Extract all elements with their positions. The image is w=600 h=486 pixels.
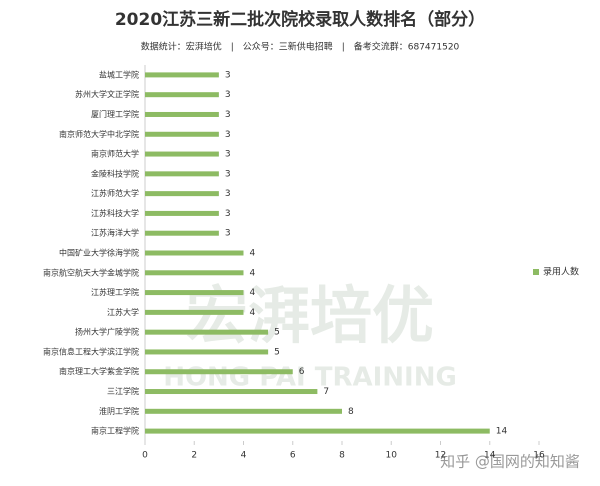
y-tick-label: 中国矿业大学徐海学院: [59, 248, 139, 258]
bar: [145, 92, 219, 98]
y-tick-label: 南京理工大学紫金学院: [59, 366, 139, 376]
value-label: 3: [225, 169, 231, 179]
bar: [145, 72, 219, 78]
bar: [145, 111, 219, 117]
y-tick-label: 江苏海洋大学: [91, 228, 139, 238]
y-tick-label: 南京师范大学: [91, 149, 139, 159]
x-tick-label: 14: [484, 451, 496, 461]
y-tick-label: 扬州大学广陵学院: [75, 327, 139, 337]
bar: [145, 329, 269, 335]
watermark: 知乎 @国网的知知酱: [440, 453, 580, 471]
chart-title: 2020江苏三新二批次院校录取人数排名（部分）: [115, 9, 485, 30]
y-tick-label: 江苏师范大学: [91, 188, 139, 198]
y-tick-label: 金陵科技学院: [91, 168, 139, 178]
value-label: 4: [250, 268, 256, 278]
y-tick-label: 南京工程学院: [91, 426, 139, 436]
bar: [145, 290, 244, 296]
y-tick-label: 三江学院: [107, 386, 139, 396]
watermark: 宏湃培优: [186, 279, 434, 352]
value-label: 8: [348, 407, 354, 417]
bar: [145, 151, 219, 157]
y-tick-label: 江苏大学: [107, 307, 139, 317]
x-tick-label: 16: [533, 451, 545, 461]
bar: [145, 250, 244, 256]
value-label: 5: [274, 347, 280, 357]
y-tick-label: 淮阴工学院: [99, 406, 139, 416]
y-tick-label: 南京师范大学中北学院: [59, 129, 139, 139]
x-tick-label: 6: [290, 451, 296, 461]
bar: [145, 270, 244, 276]
bar: [145, 349, 269, 355]
x-tick-label: 4: [241, 451, 247, 461]
y-tick-label: 江苏理工学院: [91, 287, 139, 297]
bar: [145, 408, 342, 414]
y-tick-label: 盐城工学院: [99, 69, 139, 79]
y-tick-label: 江苏科技大学: [91, 208, 139, 218]
x-tick-label: 0: [142, 451, 148, 461]
value-label: 3: [225, 90, 231, 100]
bar: [145, 191, 219, 197]
value-label: 3: [225, 150, 231, 160]
watermark: HONG PAI TRAINING: [163, 363, 457, 393]
value-label: 3: [225, 229, 231, 239]
bar: [145, 428, 490, 434]
value-label: 7: [323, 387, 329, 397]
value-label: 3: [225, 70, 231, 80]
x-tick-label: 8: [339, 451, 345, 461]
value-label: 5: [274, 328, 280, 338]
bar: [145, 389, 318, 395]
legend-label: 录用人数: [543, 266, 579, 278]
value-label: 4: [250, 308, 256, 318]
value-label: 4: [250, 249, 256, 259]
value-label: 3: [225, 209, 231, 219]
chart-subtitle: 数据统计：宏湃培优 | 公众号：三新供电招聘 | 备考交流群：687471520: [141, 41, 460, 53]
y-tick-label: 苏州大学文正学院: [75, 89, 139, 99]
y-tick-label: 南京信息工程大学滨江学院: [43, 346, 139, 356]
y-tick-label: 南京航空航天大学金城学院: [43, 267, 139, 277]
value-label: 6: [299, 367, 305, 377]
value-label: 4: [250, 288, 256, 298]
bar: [145, 369, 293, 375]
value-label: 3: [225, 189, 231, 199]
value-label: 14: [496, 427, 508, 437]
bar: [145, 131, 219, 137]
bar: [145, 309, 244, 315]
value-label: 3: [225, 110, 231, 120]
bar: [145, 210, 219, 216]
x-tick-label: 12: [435, 451, 446, 461]
legend-swatch: [533, 269, 539, 275]
bar: [145, 230, 219, 236]
value-label: 3: [225, 130, 231, 140]
x-tick-label: 2: [191, 451, 197, 461]
x-tick-label: 10: [386, 451, 398, 461]
y-tick-label: 厦门理工学院: [91, 109, 139, 119]
bar: [145, 171, 219, 177]
